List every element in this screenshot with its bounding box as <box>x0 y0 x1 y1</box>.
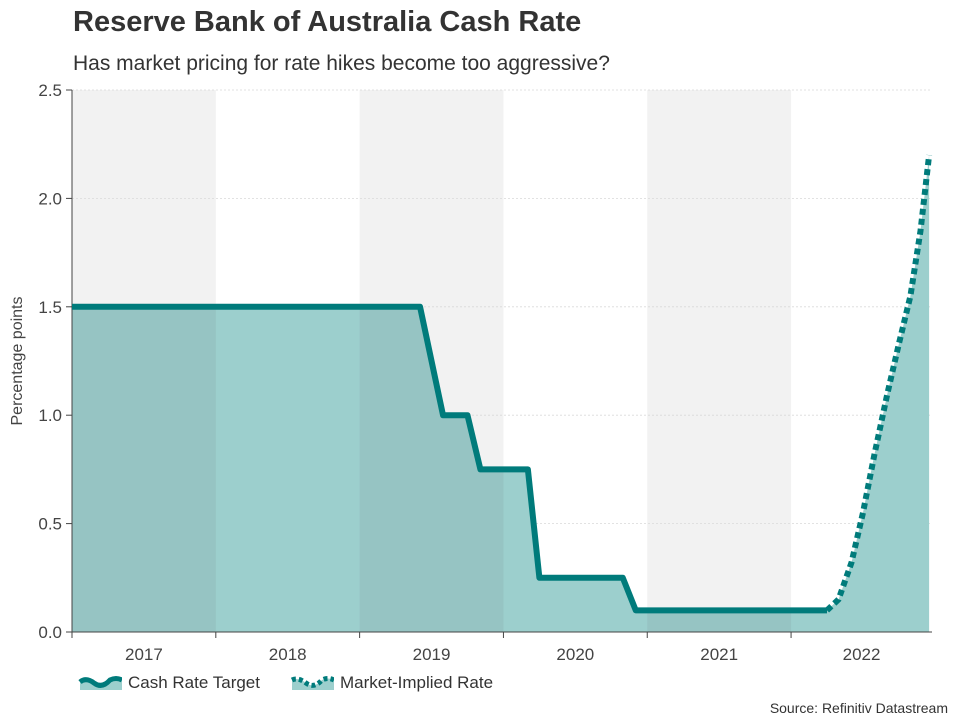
x-tick-label-2022: 2022 <box>843 645 881 664</box>
legend-item-market-implied: Market-Implied Rate <box>290 673 493 693</box>
chart-subtitle: Has market pricing for rate hikes become… <box>73 52 610 75</box>
y-tick-label-0.5: 0.5 <box>38 515 62 534</box>
x-tick-label-2020: 2020 <box>556 645 594 664</box>
series-line-cash-rate-target <box>72 303 828 614</box>
year-band-2021 <box>647 90 792 632</box>
y-tick-label-2.5: 2.5 <box>38 81 62 100</box>
tick-labels: 0.0 0.5 1.0 1.5 2.0 2.5 2017 2018 2019 2020 2021 20… <box>38 81 880 664</box>
x-tick-label-2019: 2019 <box>413 645 451 664</box>
y-tick-label-0.0: 0.0 <box>38 623 62 642</box>
legend-label-cash-rate: Cash Rate Target <box>128 673 260 692</box>
y-tick-label-1.0: 1.0 <box>38 406 62 425</box>
legend: Cash Rate Target Market-Implied Rate <box>78 672 523 694</box>
series-lines <box>72 154 933 614</box>
series-line-market-implied-rate <box>824 154 933 613</box>
legend-swatch-dotted <box>290 676 334 690</box>
x-tick-label-2021: 2021 <box>700 645 738 664</box>
legend-item-cash-rate: Cash Rate Target <box>78 673 260 693</box>
chart-title: Reserve Bank of Australia Cash Rate <box>73 6 582 38</box>
legend-label-market-implied: Market-Implied Rate <box>339 673 494 692</box>
y-tick-label-2.0: 2.0 <box>38 189 62 208</box>
x-tick-label-2018: 2018 <box>269 645 307 664</box>
axes <box>66 89 932 638</box>
y-axis-label: Percentage points <box>9 297 26 426</box>
y-tick-label-1.5: 1.5 <box>38 298 62 317</box>
legend-swatch-solid <box>78 676 122 690</box>
x-tick-label-2017: 2017 <box>125 645 163 664</box>
area-fill <box>72 155 930 633</box>
source-note: Source: Refinitiv Datastream <box>769 700 948 716</box>
